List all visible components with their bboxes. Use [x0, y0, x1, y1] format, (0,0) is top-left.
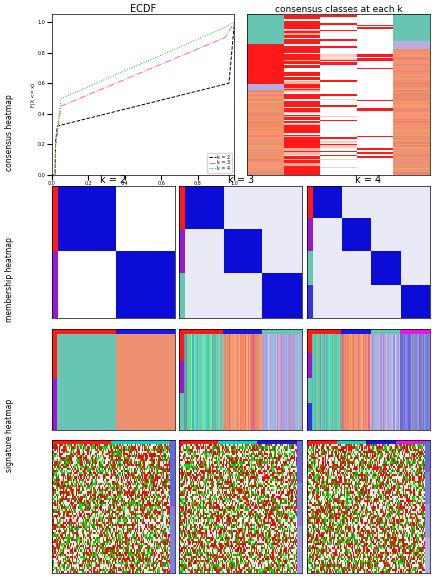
- k = 2: [49, 172, 54, 179]
- k = 2: [232, 18, 237, 25]
- k = 3: [232, 18, 237, 25]
- k = 4: [148, 56, 153, 63]
- Title: k = 2: k = 2: [100, 175, 126, 185]
- k = 3: [199, 44, 204, 51]
- k = 3: [136, 70, 141, 77]
- k = 2: [199, 86, 204, 93]
- k = 2: [136, 103, 141, 109]
- k = 3: [137, 70, 142, 77]
- k = 3: [158, 61, 163, 68]
- Line: k = 4: k = 4: [52, 22, 235, 175]
- Legend: k = 2, k = 3, k = 4: k = 2, k = 3, k = 4: [207, 153, 232, 173]
- k = 3: [49, 172, 54, 179]
- k = 2: [148, 99, 153, 106]
- Title: k = 3: k = 3: [228, 175, 254, 185]
- Line: k = 2: k = 2: [52, 22, 235, 175]
- X-axis label: consensus x value (x): consensus x value (x): [117, 188, 170, 192]
- Title: k = 4: k = 4: [356, 175, 381, 185]
- k = 4: [136, 62, 141, 69]
- k = 4: [199, 34, 204, 41]
- k = 3: [148, 65, 153, 72]
- Title: ECDF: ECDF: [130, 3, 156, 14]
- k = 4: [158, 52, 163, 59]
- k = 4: [49, 172, 54, 179]
- k = 4: [137, 61, 142, 68]
- k = 3: [228, 26, 233, 33]
- k = 2: [228, 67, 233, 74]
- Y-axis label: F(X <= x): F(X <= x): [32, 83, 36, 107]
- k = 4: [228, 21, 233, 28]
- Text: consensus heatmap: consensus heatmap: [5, 94, 14, 171]
- Title: consensus classes at each k: consensus classes at each k: [275, 5, 402, 14]
- Text: signature heatmap: signature heatmap: [5, 398, 14, 472]
- Line: k = 3: k = 3: [52, 22, 235, 175]
- k = 4: [232, 18, 237, 25]
- k = 2: [158, 97, 163, 104]
- k = 2: [137, 102, 142, 109]
- Text: membership heatmap: membership heatmap: [5, 237, 14, 322]
